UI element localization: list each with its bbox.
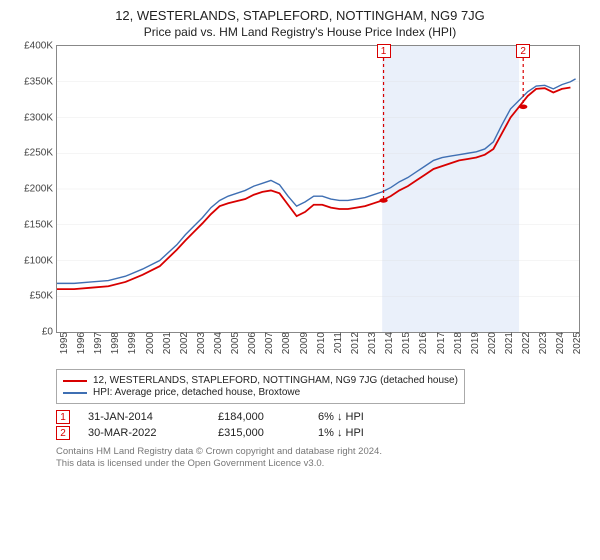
x-tick-label: 2003	[196, 332, 207, 354]
y-tick-label: £300K	[24, 112, 57, 123]
sale-diff-2: 1% ↓ HPI	[318, 427, 364, 439]
x-tick-label: 2001	[162, 332, 173, 354]
y-tick-label: £400K	[24, 41, 57, 52]
x-tick-label: 2002	[179, 332, 190, 354]
marker-badge: 2	[516, 44, 530, 58]
x-tick-label: 2012	[350, 332, 361, 354]
x-tick-label: 2021	[504, 332, 515, 354]
legend-blue: HPI: Average price, detached house, Brox…	[63, 387, 458, 398]
y-tick-label: £150K	[24, 219, 57, 230]
legend-swatch-blue	[63, 392, 87, 394]
sale-badge-1: 1	[56, 410, 70, 424]
x-tick-label: 2014	[384, 332, 395, 354]
x-tick-label: 2017	[436, 332, 447, 354]
x-tick-label: 2011	[333, 332, 344, 354]
x-tick-label: 2013	[367, 332, 378, 354]
sale-badge-2: 2	[56, 426, 70, 440]
sale-row-1: 1 31-JAN-2014 £184,000 6% ↓ HPI	[56, 410, 588, 424]
y-tick-label: £0	[42, 327, 57, 338]
y-tick-label: £350K	[24, 76, 57, 87]
y-tick-label: £50K	[30, 291, 57, 302]
x-tick-label: 2006	[247, 332, 258, 354]
x-tick-label: 2022	[521, 332, 532, 354]
legend-red-label: 12, WESTERLANDS, STAPLEFORD, NOTTINGHAM,…	[93, 375, 458, 386]
sale-date-1: 31-JAN-2014	[88, 411, 218, 423]
x-tick-label: 2009	[299, 332, 310, 354]
x-tick-label: 1995	[59, 332, 70, 354]
x-tick-label: 1997	[93, 332, 104, 354]
sale-row-2: 2 30-MAR-2022 £315,000 1% ↓ HPI	[56, 426, 588, 440]
x-tick-label: 2016	[418, 332, 429, 354]
x-tick-label: 2000	[145, 332, 156, 354]
legend-blue-label: HPI: Average price, detached house, Brox…	[93, 387, 300, 398]
x-tick-label: 1999	[127, 332, 138, 354]
x-tick-label: 2005	[230, 332, 241, 354]
legend-red: 12, WESTERLANDS, STAPLEFORD, NOTTINGHAM,…	[63, 375, 458, 386]
sale-price-1: £184,000	[218, 411, 318, 423]
x-tick-label: 2015	[401, 332, 412, 354]
footer-line-2: This data is licensed under the Open Gov…	[56, 458, 588, 470]
x-tick-label: 2020	[487, 332, 498, 354]
y-tick-label: £250K	[24, 148, 57, 159]
x-tick-label: 2025	[572, 332, 583, 354]
x-tick-label: 2019	[470, 332, 481, 354]
chart-subtitle: Price paid vs. HM Land Registry's House …	[12, 25, 588, 39]
x-tick-label: 2008	[281, 332, 292, 354]
x-tick-label: 1996	[76, 332, 87, 354]
legend: 12, WESTERLANDS, STAPLEFORD, NOTTINGHAM,…	[56, 369, 465, 404]
sale-date-2: 30-MAR-2022	[88, 427, 218, 439]
footer: Contains HM Land Registry data © Crown c…	[56, 446, 588, 470]
x-tick-label: 2018	[453, 332, 464, 354]
x-tick-label: 1998	[110, 332, 121, 354]
x-tick-label: 2023	[538, 332, 549, 354]
x-tick-label: 2010	[316, 332, 327, 354]
y-tick-label: £100K	[24, 255, 57, 266]
sales-table: 1 31-JAN-2014 £184,000 6% ↓ HPI 2 30-MAR…	[56, 410, 588, 440]
plot-outer: £0 £50K £100K £150K £200K £250K £300K £350K £400…	[12, 43, 588, 361]
plot-svg	[57, 46, 579, 332]
y-tick-label: £200K	[24, 184, 57, 195]
x-tick-label: 2024	[555, 332, 566, 354]
chart-title: 12, WESTERLANDS, STAPLEFORD, NOTTINGHAM,…	[12, 8, 588, 23]
x-tick-label: 2004	[213, 332, 224, 354]
plot-area: £0£50K£100K£150K£200K£250K£300K£350K£400…	[56, 45, 580, 333]
footer-line-1: Contains HM Land Registry data © Crown c…	[56, 446, 588, 458]
chart-container: 12, WESTERLANDS, STAPLEFORD, NOTTINGHAM,…	[0, 0, 600, 474]
sale-price-2: £315,000	[218, 427, 318, 439]
legend-swatch-red	[63, 380, 87, 382]
x-tick-label: 2007	[264, 332, 275, 354]
marker-badge: 1	[377, 44, 391, 58]
sale-diff-1: 6% ↓ HPI	[318, 411, 364, 423]
